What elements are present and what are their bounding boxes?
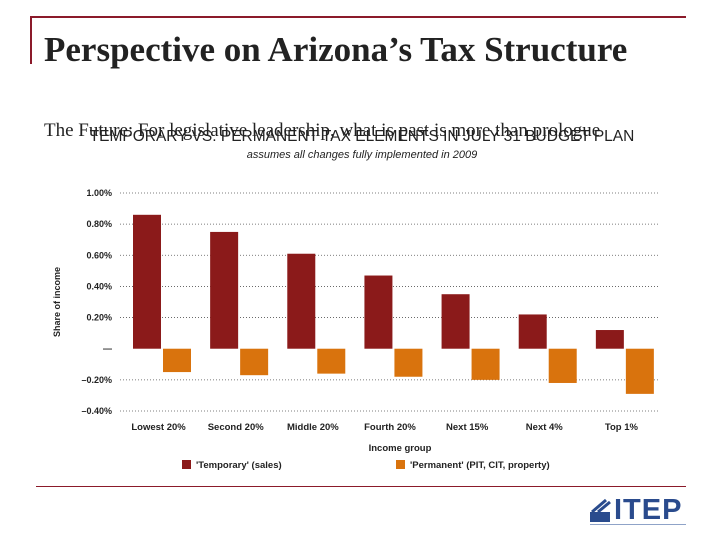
legend-label: 'Permanent' (PIT, CIT, property) bbox=[410, 460, 550, 471]
bar-permanent bbox=[240, 348, 269, 376]
bar-temporary bbox=[133, 214, 161, 349]
y-tick-label: 0.80% bbox=[86, 219, 112, 229]
x-tick-label: Next 15% bbox=[446, 422, 489, 433]
legend-label: 'Temporary' (sales) bbox=[196, 460, 282, 471]
bar-temporary bbox=[364, 275, 393, 349]
bar-temporary bbox=[441, 294, 470, 349]
legend-swatch bbox=[396, 460, 405, 469]
chart-title: TEMPORARY VS. PERMANENT TAX ELEMENTS IN … bbox=[89, 128, 635, 145]
x-tick-label: Second 20% bbox=[208, 422, 265, 433]
slide-subtitle: The Future: For legislative leadership, … bbox=[44, 120, 601, 141]
logo-underline bbox=[590, 524, 686, 525]
y-tick-label: — bbox=[103, 344, 112, 354]
bar-temporary bbox=[518, 314, 547, 349]
itep-logo: ITEP bbox=[590, 494, 690, 528]
chart-note: assumes all changes fully implemented in… bbox=[246, 149, 478, 161]
bar-permanent bbox=[317, 348, 346, 374]
bar-permanent bbox=[394, 348, 423, 377]
title-frame-left bbox=[30, 16, 32, 64]
bar-permanent bbox=[548, 348, 577, 383]
footer-divider bbox=[36, 486, 686, 487]
bar-temporary bbox=[287, 253, 316, 349]
y-axis-label: Share of income bbox=[52, 267, 62, 337]
y-tick-label: –0.20% bbox=[81, 375, 112, 385]
x-tick-label: Lowest 20% bbox=[131, 422, 186, 433]
x-axis-label: Income group bbox=[369, 443, 432, 454]
x-tick-label: Middle 20% bbox=[287, 422, 339, 433]
title-frame-top bbox=[32, 16, 686, 18]
y-tick-label: –0.40% bbox=[81, 406, 112, 416]
bar-permanent bbox=[625, 348, 654, 394]
x-tick-label: Next 4% bbox=[526, 422, 564, 433]
itep-logo-text: ITEP bbox=[614, 494, 683, 526]
slide-title: Perspective on Arizona’s Tax Structure bbox=[44, 30, 628, 69]
itep-logo-icon bbox=[590, 498, 611, 522]
y-tick-label: 0.20% bbox=[86, 313, 112, 323]
y-tick-label: 0.40% bbox=[86, 281, 112, 291]
bar-temporary bbox=[595, 330, 624, 349]
bar-permanent bbox=[163, 348, 191, 373]
x-tick-label: Fourth 20% bbox=[364, 422, 416, 433]
bar-permanent bbox=[471, 348, 500, 380]
x-tick-label: Top 1% bbox=[605, 422, 639, 433]
bar-temporary bbox=[210, 231, 239, 349]
legend-swatch bbox=[182, 460, 191, 469]
y-tick-label: 1.00% bbox=[86, 188, 112, 198]
y-tick-label: 0.60% bbox=[86, 250, 112, 260]
